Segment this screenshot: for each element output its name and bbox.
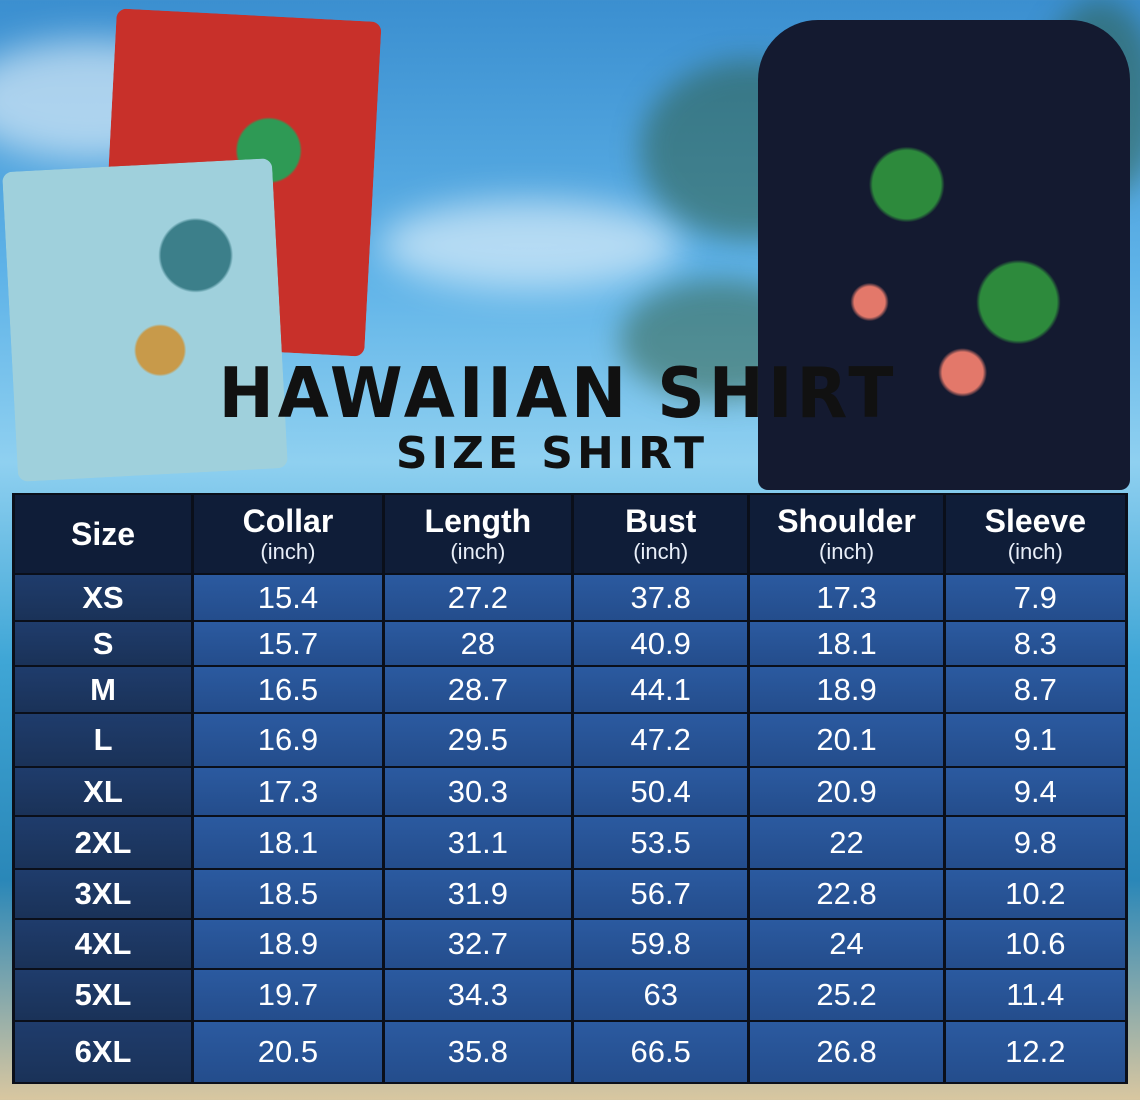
size-chart-table: Size Collar (inch) Length (inch) Bust (inch) Sh… bbox=[12, 493, 1128, 1084]
size-cell: 5XL bbox=[15, 970, 192, 1020]
cloud bbox=[380, 200, 680, 290]
size-cell: 3XL bbox=[15, 870, 192, 918]
measurement-cell: 9.4 bbox=[945, 768, 1125, 815]
measurement-cell: 29.5 bbox=[384, 714, 571, 766]
header-unit: (inch) bbox=[450, 539, 506, 564]
measurement-cell: 25.2 bbox=[750, 970, 943, 1020]
measurement-cell: 31.1 bbox=[384, 817, 571, 868]
measurement-cell: 26.8 bbox=[750, 1022, 943, 1082]
measurement-cell: 17.3 bbox=[750, 575, 943, 620]
size-cell: M bbox=[15, 667, 192, 712]
table-row: 5XL 19.7 34.3 63 25.2 11.4 bbox=[15, 970, 1125, 1020]
measurement-cell: 20.1 bbox=[750, 714, 943, 766]
column-header: Shoulder (inch) bbox=[750, 495, 943, 573]
size-cell: XL bbox=[15, 768, 192, 815]
column-header: Length (inch) bbox=[384, 495, 571, 573]
page-title: HAWAIIAN SHIRT bbox=[218, 353, 898, 434]
size-cell: S bbox=[15, 622, 192, 665]
measurement-cell: 18.1 bbox=[194, 817, 382, 868]
measurement-cell: 18.1 bbox=[750, 622, 943, 665]
measurement-cell: 44.1 bbox=[574, 667, 748, 712]
header-unit: (inch) bbox=[633, 539, 689, 564]
table-row: 2XL 18.1 31.1 53.5 22 9.8 bbox=[15, 817, 1125, 868]
table-row: XL 17.3 30.3 50.4 20.9 9.4 bbox=[15, 768, 1125, 815]
measurement-cell: 11.4 bbox=[945, 970, 1125, 1020]
measurement-cell: 40.9 bbox=[574, 622, 748, 665]
measurement-cell: 28 bbox=[384, 622, 571, 665]
size-cell: 4XL bbox=[15, 920, 192, 968]
size-cell: 2XL bbox=[15, 817, 192, 868]
measurement-cell: 15.7 bbox=[194, 622, 382, 665]
model-shirt-image bbox=[758, 20, 1130, 490]
measurement-cell: 31.9 bbox=[384, 870, 571, 918]
measurement-cell: 27.2 bbox=[384, 575, 571, 620]
measurement-cell: 10.2 bbox=[945, 870, 1125, 918]
measurement-cell: 35.8 bbox=[384, 1022, 571, 1082]
measurement-cell: 34.3 bbox=[384, 970, 571, 1020]
header-label: Sleeve bbox=[984, 503, 1087, 539]
table-row: 4XL 18.9 32.7 59.8 24 10.6 bbox=[15, 920, 1125, 968]
size-cell: L bbox=[15, 714, 192, 766]
measurement-cell: 10.6 bbox=[945, 920, 1125, 968]
measurement-cell: 8.3 bbox=[945, 622, 1125, 665]
header-label: Length bbox=[424, 503, 532, 539]
column-header: Bust (inch) bbox=[574, 495, 748, 573]
header-unit: (inch) bbox=[260, 539, 316, 564]
column-header: Size bbox=[15, 495, 192, 573]
measurement-cell: 7.9 bbox=[945, 575, 1125, 620]
measurement-cell: 32.7 bbox=[384, 920, 571, 968]
header-label: Size bbox=[71, 516, 136, 552]
header-unit: (inch) bbox=[1007, 539, 1063, 564]
measurement-cell: 53.5 bbox=[574, 817, 748, 868]
measurement-cell: 17.3 bbox=[194, 768, 382, 815]
measurement-cell: 37.8 bbox=[574, 575, 748, 620]
measurement-cell: 18.9 bbox=[750, 667, 943, 712]
measurement-cell: 66.5 bbox=[574, 1022, 748, 1082]
table-row: 6XL 20.5 35.8 66.5 26.8 12.2 bbox=[15, 1022, 1125, 1082]
measurement-cell: 16.9 bbox=[194, 714, 382, 766]
measurement-cell: 47.2 bbox=[574, 714, 748, 766]
table-row: S 15.7 28 40.9 18.1 8.3 bbox=[15, 622, 1125, 665]
measurement-cell: 9.1 bbox=[945, 714, 1125, 766]
table-row: 3XL 18.5 31.9 56.7 22.8 10.2 bbox=[15, 870, 1125, 918]
measurement-cell: 30.3 bbox=[384, 768, 571, 815]
measurement-cell: 56.7 bbox=[574, 870, 748, 918]
header-label: Collar bbox=[242, 503, 334, 539]
measurement-cell: 50.4 bbox=[574, 768, 748, 815]
column-header: Sleeve (inch) bbox=[945, 495, 1125, 573]
measurement-cell: 24 bbox=[750, 920, 943, 968]
measurement-cell: 59.8 bbox=[574, 920, 748, 968]
measurement-cell: 22 bbox=[750, 817, 943, 868]
table-row: L 16.9 29.5 47.2 20.1 9.1 bbox=[15, 714, 1125, 766]
header-label: Bust bbox=[625, 503, 697, 539]
measurement-cell: 16.5 bbox=[194, 667, 382, 712]
measurement-cell: 12.2 bbox=[945, 1022, 1125, 1082]
measurement-cell: 22.8 bbox=[750, 870, 943, 918]
measurement-cell: 9.8 bbox=[945, 817, 1125, 868]
measurement-cell: 63 bbox=[574, 970, 748, 1020]
measurement-cell: 18.5 bbox=[194, 870, 382, 918]
measurement-cell: 20.9 bbox=[750, 768, 943, 815]
measurement-cell: 28.7 bbox=[384, 667, 571, 712]
column-header: Collar (inch) bbox=[194, 495, 382, 573]
measurement-cell: 19.7 bbox=[194, 970, 382, 1020]
measurement-cell: 15.4 bbox=[194, 575, 382, 620]
measurement-cell: 8.7 bbox=[945, 667, 1125, 712]
table-row: M 16.5 28.7 44.1 18.9 8.7 bbox=[15, 667, 1125, 712]
header-unit: (inch) bbox=[819, 539, 875, 564]
header-label: Shoulder bbox=[777, 503, 916, 539]
measurement-cell: 18.9 bbox=[194, 920, 382, 968]
page-subtitle: SIZE SHIRT bbox=[395, 428, 709, 479]
size-cell: 6XL bbox=[15, 1022, 192, 1082]
table-row: XS 15.4 27.2 37.8 17.3 7.9 bbox=[15, 575, 1125, 620]
size-cell: XS bbox=[15, 575, 192, 620]
measurement-cell: 20.5 bbox=[194, 1022, 382, 1082]
